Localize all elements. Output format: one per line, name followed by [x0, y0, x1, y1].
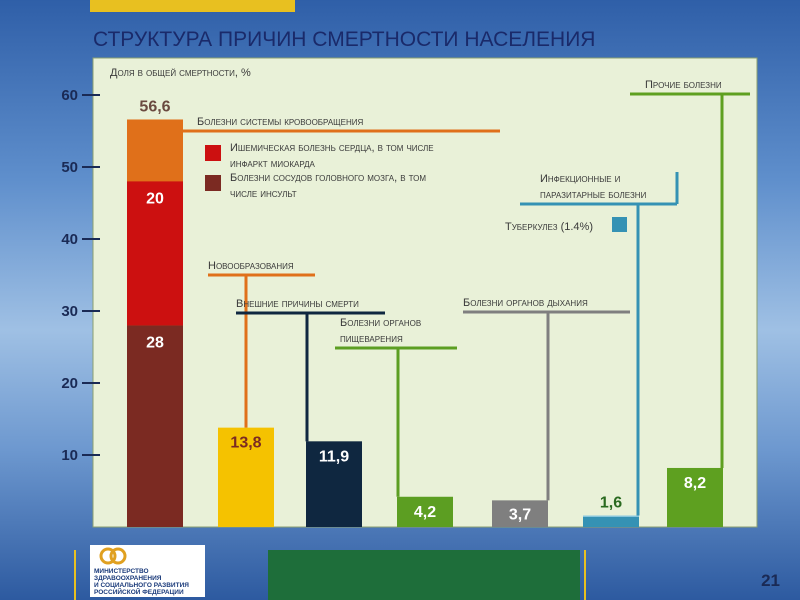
category-label: Болезни органов дыхания: [463, 297, 588, 309]
chart-title: СТРУКТУРА ПРИЧИН СМЕРТНОСТИ НАСЕЛЕНИЯ: [93, 28, 595, 51]
value-label: 4,2: [414, 504, 436, 521]
logo-icon: [99, 547, 117, 565]
logo-box: [90, 545, 205, 597]
top-accent: [90, 0, 295, 12]
legend-label: числе инсульт: [230, 188, 297, 200]
footer-rule: [74, 550, 76, 600]
bar-segment: [127, 181, 183, 326]
footer-bar: [268, 550, 580, 600]
category-label: Болезни системы кровообращения: [197, 116, 364, 128]
category-label: паразитарные болезни: [540, 189, 647, 201]
category-label: Болезни органов: [340, 317, 421, 329]
bar-segment: [583, 516, 639, 527]
category-label: Прочие болезни: [645, 79, 722, 91]
y-tick-label: 60: [61, 87, 78, 104]
category-label: Новообразования: [208, 260, 294, 272]
y-axis-label: Доля в общей смертности, %: [110, 67, 251, 79]
bar: [667, 467, 723, 527]
y-tick-label: 40: [61, 231, 78, 248]
logo-icon: [109, 547, 127, 565]
value-label: 11,9: [319, 448, 349, 465]
category-label: Инфекционные и: [540, 173, 621, 185]
logo-text: РОССИЙСКОЙ ФЕДЕРАЦИИ: [94, 587, 184, 596]
category-label: Внешние причины смерти: [236, 298, 359, 310]
logo-text: ЗДРАВООХРАНЕНИЯ: [94, 575, 162, 582]
value-label: 56,6: [139, 98, 170, 115]
value-label: 13,8: [230, 435, 261, 452]
y-tick-label: 20: [61, 375, 78, 392]
y-tick-label: 50: [61, 159, 78, 176]
value-label: 8,2: [684, 475, 706, 492]
plot-area: [92, 57, 758, 528]
footer-rule: [584, 550, 586, 600]
legend-swatch: [205, 145, 221, 161]
value-label: 3,7: [509, 507, 531, 524]
legend-label: Болезни сосудов головного мозга, в том: [230, 172, 426, 184]
segment-label: 20: [146, 190, 164, 207]
bar: [397, 496, 453, 527]
logo-text: И СОЦИАЛЬНОГО РАЗВИТИЯ: [94, 582, 189, 589]
logo-text: МИНИСТЕРСТВО: [94, 568, 149, 575]
bar: [218, 427, 274, 527]
legend-swatch: [205, 175, 221, 191]
category-label: пищеварения: [340, 333, 403, 345]
legend-swatch: [612, 217, 627, 232]
legend-label: инфаркт миокарда: [230, 158, 316, 170]
legend-label: Ишемическая болезнь сердца, в том числе: [230, 142, 434, 154]
bar-segment: [127, 325, 183, 527]
page-number: 21: [761, 571, 780, 590]
y-tick-label: 30: [61, 303, 78, 320]
y-tick-label: 10: [61, 447, 78, 464]
legend-label: Туберкулез (1.4%): [505, 221, 593, 233]
bar: [492, 500, 548, 527]
segment-label: 28: [146, 334, 164, 351]
value-label: 1,6: [600, 494, 622, 511]
bar: [306, 441, 362, 527]
